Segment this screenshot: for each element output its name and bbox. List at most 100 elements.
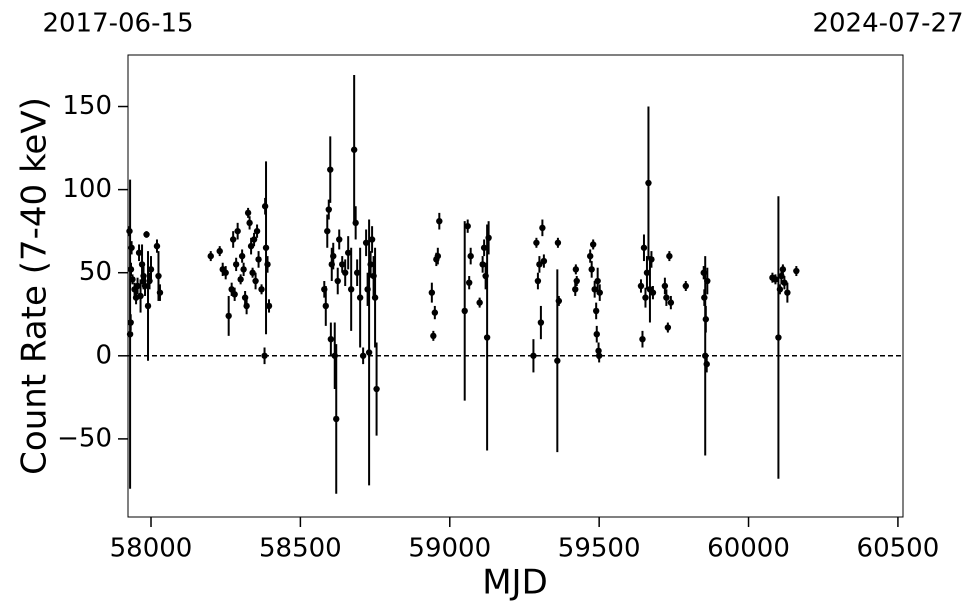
data-point [554, 357, 561, 364]
data-point [367, 261, 374, 268]
data-point [779, 266, 787, 273]
data-point [246, 219, 253, 227]
data-point [232, 261, 240, 268]
data-point [648, 256, 655, 263]
data-point [324, 227, 331, 235]
data-point [147, 266, 155, 273]
data-point [640, 244, 648, 251]
data-point [250, 236, 258, 243]
data-point [536, 261, 543, 268]
data-point [141, 282, 149, 290]
data-point [430, 332, 437, 340]
y-axis-label: Count Rate (7-40 keV) [15, 97, 55, 475]
x-tick-label: 58000 [110, 534, 193, 564]
data-point [591, 286, 598, 293]
data-point [645, 179, 652, 187]
data-point [353, 269, 361, 276]
x-tick-label: 60500 [857, 534, 940, 564]
y-tick-label: 0 [95, 340, 112, 370]
data-point [325, 206, 332, 213]
data-point [534, 277, 542, 285]
data-point [155, 272, 162, 280]
data-point [362, 239, 370, 246]
data-point [344, 249, 352, 256]
data-point [643, 269, 651, 276]
data-point [573, 277, 580, 285]
y-tick-label: −50 [57, 423, 112, 453]
data-point [228, 286, 235, 293]
data-point [465, 279, 473, 286]
data-point [776, 286, 784, 293]
data-point [476, 299, 483, 306]
data-point [637, 282, 645, 290]
data-point [533, 239, 540, 246]
x-tick-label: 59500 [558, 534, 641, 564]
data-point [216, 247, 223, 255]
data-point [588, 266, 595, 273]
data-point [238, 252, 246, 260]
data-point [334, 277, 341, 285]
data-point [530, 352, 537, 359]
data-point [639, 335, 646, 343]
data-point [373, 385, 380, 393]
data-point [365, 349, 373, 356]
data-point [322, 302, 329, 310]
data-point [428, 289, 436, 296]
data-point [258, 286, 265, 293]
data-point [255, 256, 262, 263]
x-tick-label: 58500 [259, 534, 342, 564]
data-point [225, 312, 232, 320]
data-point [333, 415, 340, 423]
data-point [371, 294, 379, 301]
data-point [137, 292, 144, 300]
data-point [593, 330, 600, 338]
data-point [356, 294, 364, 301]
data-point [243, 302, 250, 310]
data-point [352, 219, 359, 227]
data-point [572, 266, 580, 273]
data-point [431, 309, 439, 316]
data-point [143, 231, 150, 238]
data-point [467, 252, 474, 260]
data-point [129, 276, 136, 283]
data-point [330, 252, 337, 260]
data-point [253, 227, 261, 235]
data-point [793, 267, 800, 275]
data-point [350, 146, 358, 153]
y-tick-label: 50 [79, 257, 112, 287]
data-point [778, 272, 785, 280]
y-tick-label: 150 [62, 91, 112, 121]
x-tick-label: 60000 [707, 534, 790, 564]
data-point [485, 234, 492, 242]
data-point [661, 282, 669, 290]
data-point [128, 244, 135, 251]
data-point [240, 266, 247, 273]
data-point [327, 335, 335, 343]
data-point [252, 277, 259, 285]
data-point [434, 252, 442, 260]
data-point [339, 261, 346, 268]
y-tick-label: 100 [62, 174, 112, 204]
x-tick-label: 59000 [408, 534, 491, 564]
data-point [589, 241, 597, 248]
data-point [265, 302, 273, 310]
data-point [592, 307, 600, 315]
data-point [144, 302, 152, 310]
data-point [537, 319, 545, 326]
data-point [244, 209, 252, 217]
data-point [483, 334, 491, 341]
data-point [464, 222, 471, 230]
data-point [649, 289, 657, 296]
data-point [222, 269, 229, 276]
data-point [134, 282, 141, 290]
data-point [572, 286, 579, 293]
data-point [704, 277, 711, 285]
data-point [540, 257, 548, 265]
data-point [702, 316, 710, 323]
data-point [264, 261, 271, 268]
data-point [436, 217, 443, 225]
top-left-label: 2017-06-15 [42, 9, 193, 39]
x-axis-label: MJD [482, 563, 548, 603]
data-point [586, 252, 594, 260]
